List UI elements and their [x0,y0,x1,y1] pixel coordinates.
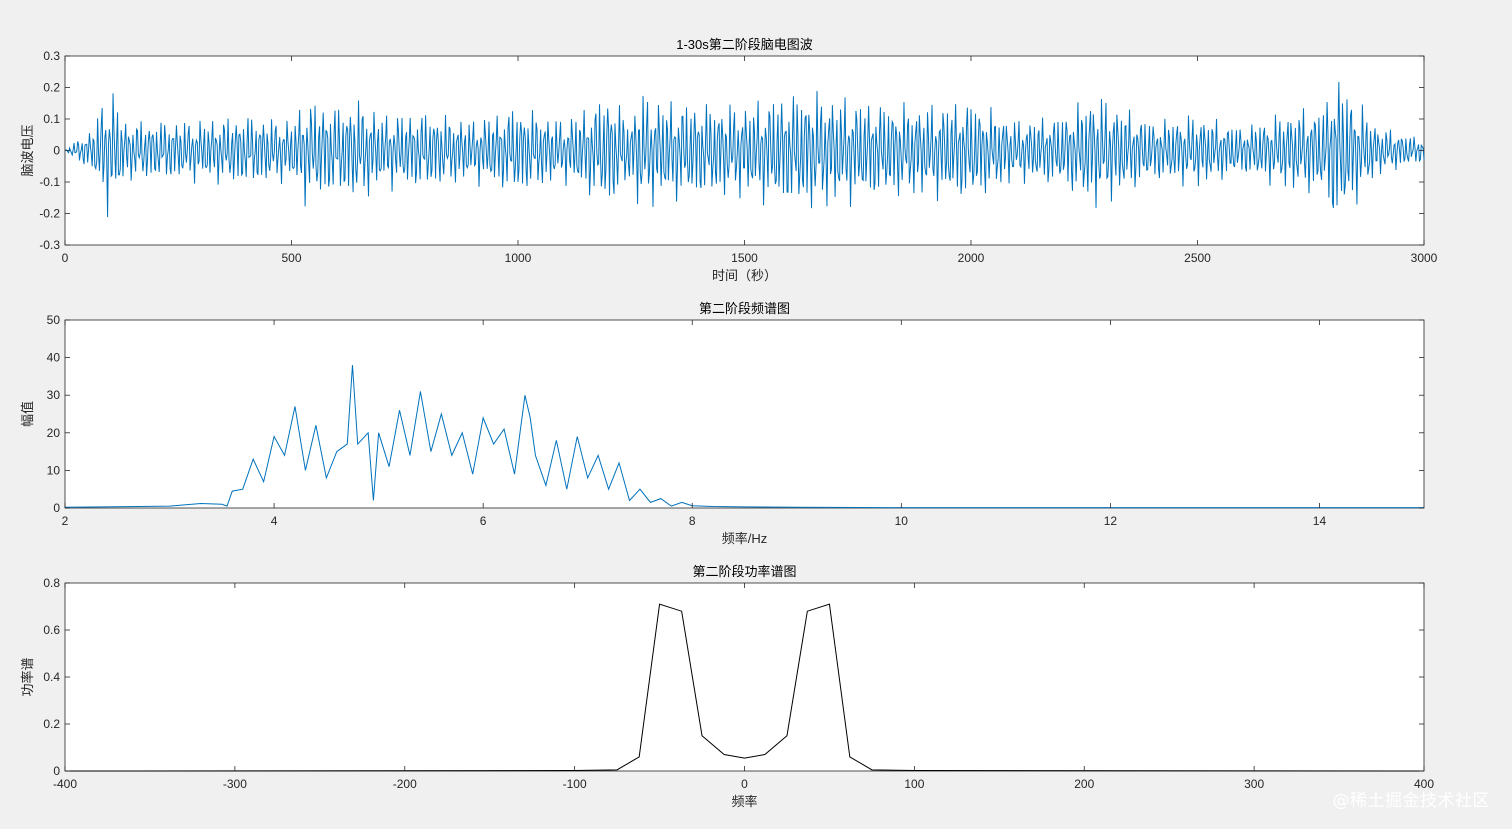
y-tick-label: 0.6 [43,623,60,637]
y-tick-label: 0.2 [43,717,60,731]
chart-power: -400 -300 -200 -100 0 100 200 300 400 0 0.2 0.4 0.6 0… [20,564,1434,809]
y-tick-label: 0 [53,144,60,158]
y-tick-label: 0 [53,764,60,778]
y-tick-label: 0.8 [43,576,60,590]
x-tick-label: 2500 [1184,251,1211,265]
y-tick-label: 0.4 [43,670,60,684]
y-tick-label: 40 [47,351,61,365]
y-tick-label: 30 [47,388,61,402]
x-tick-label: -200 [393,777,417,791]
chart-eeg: 0 500 1000 1500 2000 2500 3000 -0.3 -0.2 -0.1 0 0.1… [20,37,1438,283]
y-axis-label: 脑波电压 [20,124,35,176]
watermark: @稀土掘金技术社区 [1332,791,1490,811]
plot-area [64,319,1425,509]
y-tick-label: 20 [47,426,61,440]
series-line [64,365,1424,509]
series-line [64,81,1425,218]
chart-title: 第二阶段功率谱图 [692,564,796,579]
y-tick-label: 0 [53,501,60,515]
y-axis-label: 功率谱 [20,657,35,696]
x-tick-label: -400 [53,777,77,791]
x-axis-label: 时间（秒） [712,268,777,283]
plot-area [64,582,1425,772]
x-tick-label: 100 [904,777,924,791]
y-tick-label: 10 [47,463,61,477]
y-axis-label: 幅值 [20,401,35,427]
x-tick-label: 10 [895,514,909,528]
series-line [64,603,1425,772]
x-tick-label: 2 [62,514,69,528]
y-tick-label: -0.2 [39,207,60,221]
x-tick-label: 0 [741,777,748,791]
x-axis-label: 频率 [731,794,757,809]
x-tick-label: 400 [1414,777,1434,791]
y-tick-label: 0.1 [43,112,60,126]
y-tick-label: -0.1 [39,175,60,189]
chart-title: 第二阶段频谱图 [699,301,790,316]
x-tick-label: 200 [1074,777,1094,791]
x-tick-label: -300 [223,777,247,791]
x-tick-label: 6 [480,514,487,528]
x-tick-label: 3000 [1411,251,1438,265]
y-tick-label: -0.3 [39,238,60,252]
x-tick-label: 500 [281,251,301,265]
x-tick-label: 1000 [505,251,532,265]
x-tick-label: 2000 [958,251,985,265]
y-tick-label: 0.2 [43,81,60,95]
x-tick-label: 4 [271,514,278,528]
x-axis-label: 频率/Hz [722,531,768,546]
x-tick-label: -100 [563,777,587,791]
y-tick-label: 50 [47,313,61,327]
x-tick-label: 8 [689,514,696,528]
x-tick-label: 300 [1244,777,1264,791]
x-tick-label: 0 [62,251,69,265]
x-tick-label: 14 [1313,514,1327,528]
x-tick-label: 12 [1104,514,1118,528]
chart-title: 1-30s第二阶段脑电图波 [676,37,813,52]
y-tick-label: 0.3 [43,49,60,63]
x-tick-label: 1500 [731,251,758,265]
